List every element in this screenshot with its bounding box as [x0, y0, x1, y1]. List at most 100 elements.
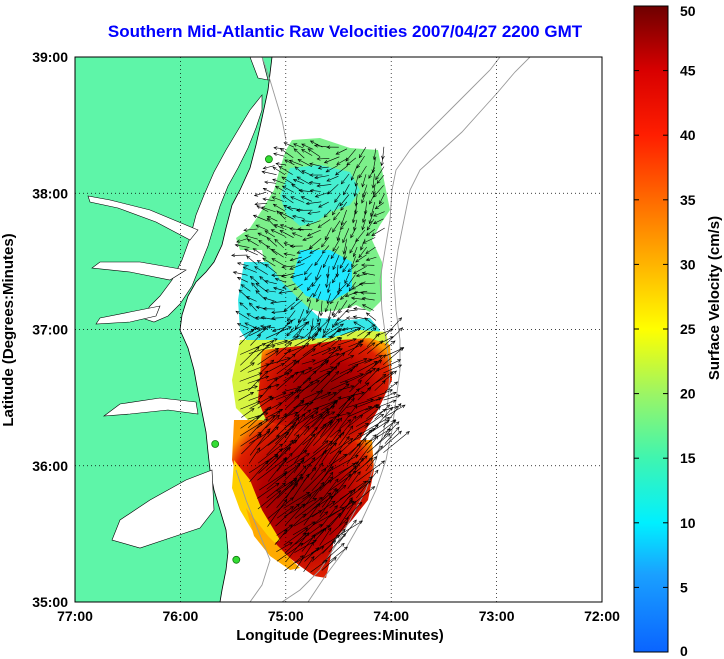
velocity-arrow: [323, 209, 332, 218]
arrow-head: [253, 385, 258, 389]
arrow-head: [309, 414, 314, 419]
velocity-arrow: [262, 257, 276, 267]
arrow-head: [271, 196, 276, 200]
colorbar-label: Surface Velocity (cm/s): [706, 216, 723, 380]
arrow-head: [266, 245, 271, 250]
arrow-head: [345, 309, 350, 313]
x-tick-labels: 77:00 76:00 75:00 74:00 73:00 72:00: [57, 608, 620, 624]
arrow-head: [300, 196, 305, 200]
velocity-arrow: [357, 387, 372, 401]
arrow-head: [358, 154, 363, 159]
arrow-head: [371, 367, 376, 372]
velocity-arrow: [243, 266, 257, 273]
velocity-arrow: [317, 158, 330, 160]
arrow-head: [319, 312, 323, 317]
arrow-head: [324, 511, 329, 516]
velocity-arrow: [339, 489, 356, 509]
velocity-arrow: [266, 472, 287, 490]
velocity-arrow: [265, 447, 291, 471]
arrow-head: [351, 219, 356, 224]
arrow-head: [356, 164, 361, 169]
velocity-arrow: [283, 492, 310, 509]
arrow-head: [276, 210, 281, 215]
arrow-head: [329, 465, 334, 470]
arrow-head: [324, 407, 329, 412]
arrow-head: [283, 498, 288, 503]
velocity-arrow: [356, 460, 385, 482]
velocity-arrow: [309, 163, 322, 167]
velocity-arrow: [343, 238, 348, 255]
arrow-head: [289, 244, 294, 248]
velocity-arrow: [357, 324, 376, 337]
arrow-head: [375, 367, 380, 372]
velocity-arrow: [286, 450, 308, 464]
velocity-arrow: [283, 386, 302, 392]
arrow-head: [339, 264, 344, 269]
arrow-head: [280, 363, 285, 367]
arrow-head: [257, 433, 262, 438]
arrow-head: [320, 546, 325, 550]
velocity-arrow: [314, 254, 323, 266]
velocity-arrow: [338, 355, 354, 363]
arrow-head: [325, 359, 330, 364]
arrow-head: [376, 406, 381, 411]
velocity-arrow: [283, 460, 304, 482]
arrow-head: [353, 519, 357, 524]
arrow-head: [350, 385, 355, 389]
velocity-arrow: [355, 175, 359, 186]
arrow-head: [274, 238, 279, 243]
velocity-arrow: [284, 336, 298, 346]
velocity-arrow: [275, 391, 294, 410]
arrow-head: [322, 527, 327, 532]
velocity-arrow: [285, 322, 308, 336]
arrow-head: [324, 440, 329, 444]
x-tick-label: 73:00: [479, 608, 515, 624]
velocity-arrows: [231, 140, 410, 573]
arrow-head: [273, 286, 278, 291]
arrow-head: [354, 454, 359, 459]
velocity-arrow: [357, 368, 376, 381]
velocity-arrow: [275, 278, 286, 283]
axes-frame: [74, 56, 603, 603]
arrow-head: [236, 262, 242, 266]
arrow-head: [315, 276, 319, 281]
velocity-arrow: [237, 262, 249, 267]
velocity-arrow: [355, 435, 379, 465]
velocity-arrow: [239, 328, 255, 338]
velocity-arrow: [347, 340, 362, 356]
velocity-arrow: [364, 367, 380, 384]
velocity-arrow: [362, 304, 374, 311]
velocity-arrow: [356, 458, 373, 472]
velocity-arrow: [294, 381, 314, 399]
velocity-arrow: [301, 143, 314, 150]
velocity-arrow: [382, 370, 397, 383]
arrow-head: [361, 263, 366, 267]
radar-station-marker: [264, 155, 273, 164]
velocity-arrow: [313, 336, 332, 348]
velocity-arrow: [257, 482, 280, 499]
chesapeake-bay: [141, 94, 263, 323]
velocity-arrow: [257, 443, 283, 464]
arrow-head: [303, 450, 308, 454]
velocity-arrow: [355, 201, 357, 215]
velocity-arrow: [266, 481, 293, 509]
velocity-arrow: [303, 556, 315, 572]
velocity-arrow: [350, 227, 357, 238]
arrow-head: [236, 323, 242, 327]
velocity-arrow: [313, 283, 321, 297]
arrow-head: [310, 541, 314, 546]
arrow-head: [389, 328, 394, 333]
arrow-head: [326, 145, 331, 149]
arrow-head: [365, 382, 370, 387]
arrow-head: [305, 425, 310, 430]
velocity-arrow: [355, 254, 367, 263]
colorbar-tick-label: 45: [680, 63, 696, 79]
velocity-arrow: [329, 546, 348, 562]
arrow-head: [273, 224, 278, 228]
velocity-arrow: [266, 340, 288, 347]
arrow-head: [392, 370, 397, 375]
velocity-arrow: [367, 373, 386, 390]
arrow-head: [350, 234, 354, 239]
arrow-head: [347, 304, 352, 309]
velocity-arrow: [302, 492, 332, 518]
